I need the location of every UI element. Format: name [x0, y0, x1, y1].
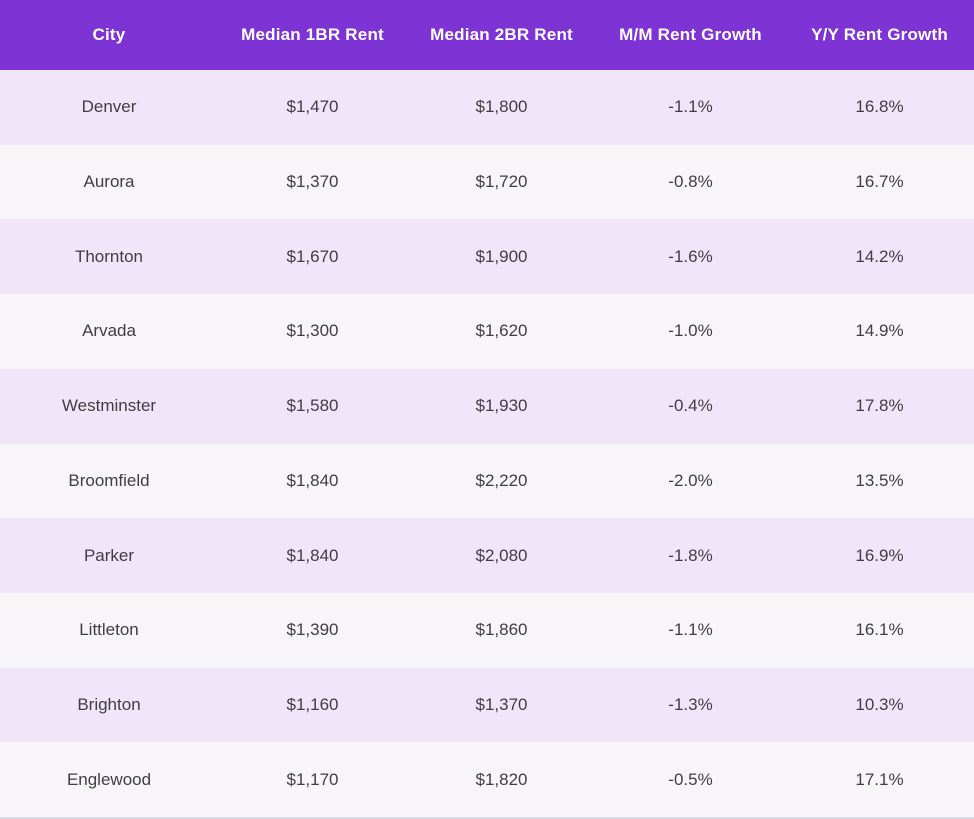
table-row: Littleton $1,390 $1,860 -1.1% 16.1%	[0, 592, 974, 668]
cell-mm-rent-growth: -1.8%	[668, 545, 713, 565]
cell-median-1br: $1,840	[286, 470, 339, 490]
cell-mm-rent-growth: -2.0%	[668, 470, 713, 490]
cell-city: Thornton	[74, 246, 144, 266]
cell-mm-rent-growth: -0.4%	[668, 396, 713, 416]
cell-median-2br: $1,900	[475, 246, 528, 266]
cell-city: Brighton	[77, 694, 141, 714]
column-header-mm-rent-growth: M/M Rent Growth	[619, 25, 762, 44]
cell-yy-rent-growth: 17.8%	[855, 396, 904, 416]
cell-city: Denver	[81, 97, 137, 117]
cell-median-1br: $1,160	[286, 694, 339, 714]
cell-median-2br: $1,930	[475, 396, 528, 416]
table-row: Westminster $1,580 $1,930 -0.4% 17.8%	[0, 368, 974, 444]
table-body: Denver $1,470 $1,800 -1.1% 16.8% Aurora …	[0, 70, 974, 818]
column-header-city: City	[92, 25, 126, 44]
table-row: Thornton $1,670 $1,900 -1.6% 14.2%	[0, 219, 974, 295]
cell-median-1br: $1,390	[286, 620, 339, 640]
cell-yy-rent-growth: 17.1%	[855, 769, 904, 789]
cell-median-2br: $1,720	[475, 172, 528, 192]
cell-city: Englewood	[66, 769, 152, 789]
cell-mm-rent-growth: -0.8%	[668, 172, 713, 192]
cell-yy-rent-growth: 10.3%	[855, 694, 904, 714]
cell-yy-rent-growth: 13.5%	[855, 470, 904, 490]
table-row: Aurora $1,370 $1,720 -0.8% 16.7%	[0, 144, 974, 220]
cell-city: Westminster	[61, 396, 157, 416]
cell-mm-rent-growth: -1.1%	[668, 620, 713, 640]
cell-city: Littleton	[79, 620, 139, 640]
cell-median-2br: $1,370	[475, 694, 528, 714]
cell-median-1br: $1,370	[286, 172, 339, 192]
table-row: Broomfield $1,840 $2,220 -2.0% 13.5%	[0, 443, 974, 519]
cell-median-2br: $2,080	[475, 545, 528, 565]
cell-median-2br: $1,800	[475, 97, 528, 117]
cell-median-2br: $1,860	[475, 620, 528, 640]
cell-median-1br: $1,300	[286, 321, 339, 341]
table-row: Parker $1,840 $2,080 -1.8% 16.9%	[0, 518, 974, 593]
cell-yy-rent-growth: 14.9%	[855, 321, 904, 341]
cell-yy-rent-growth: 16.1%	[855, 620, 904, 640]
table-row: Denver $1,470 $1,800 -1.1% 16.8%	[0, 70, 974, 145]
cell-median-1br: $1,170	[286, 769, 339, 789]
cell-median-1br: $1,670	[286, 246, 339, 266]
cell-mm-rent-growth: -1.6%	[668, 246, 713, 266]
cell-median-2br: $1,820	[475, 769, 528, 789]
table-row: Arvada $1,300 $1,620 -1.0% 14.9%	[0, 294, 974, 369]
column-header-median-2br-rent: Median 2BR Rent	[430, 25, 573, 44]
cell-yy-rent-growth: 14.2%	[855, 246, 904, 266]
cell-mm-rent-growth: -1.1%	[668, 97, 713, 117]
table-header-row: City Median 1BR Rent Median 2BR Rent M/M…	[0, 0, 974, 70]
table-row: Englewood $1,170 $1,820 -0.5% 17.1%	[0, 742, 974, 818]
cell-city: Arvada	[82, 321, 136, 341]
column-header-yy-rent-growth: Y/Y Rent Growth	[811, 25, 948, 44]
cell-median-1br: $1,470	[286, 97, 339, 117]
cell-median-1br: $1,580	[286, 396, 339, 416]
cell-city: Parker	[83, 545, 135, 565]
cell-mm-rent-growth: -1.3%	[668, 694, 713, 714]
cell-median-2br: $1,620	[475, 321, 528, 341]
cell-median-1br: $1,840	[286, 545, 339, 565]
cell-yy-rent-growth: 16.8%	[855, 97, 904, 117]
cell-mm-rent-growth: -0.5%	[668, 769, 713, 789]
cell-yy-rent-growth: 16.9%	[855, 545, 904, 565]
cell-yy-rent-growth: 16.7%	[855, 172, 904, 192]
column-header-median-1br-rent: Median 1BR Rent	[241, 25, 384, 44]
table-row: Brighton $1,160 $1,370 -1.3% 10.3%	[0, 667, 974, 743]
cell-mm-rent-growth: -1.0%	[668, 321, 713, 341]
cell-city: Aurora	[83, 172, 135, 192]
cell-city: Broomfield	[68, 470, 150, 490]
cell-median-2br: $2,220	[475, 470, 528, 490]
